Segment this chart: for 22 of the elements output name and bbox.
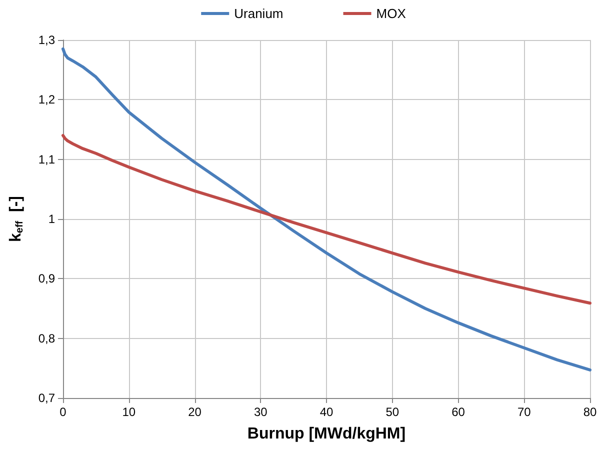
y-tick-label: 1: [48, 212, 56, 226]
y-tick-label: 0,8: [38, 331, 56, 346]
line-series: [62, 47, 592, 372]
x-axis-title: Burnup [MWd/kgHM]: [247, 426, 406, 442]
line-series: [62, 134, 592, 305]
legend-label: MOX: [376, 6, 406, 21]
x-tick-label: 10: [122, 405, 136, 419]
x-tick-label: 30: [254, 405, 268, 419]
y-tick-label: 0,7: [38, 391, 56, 405]
x-tick-label: 80: [583, 405, 597, 419]
x-tick-label: 60: [452, 405, 466, 419]
x-tick-label: 0: [60, 405, 67, 419]
y-axis-title: keff [-]: [8, 196, 26, 242]
x-tick-label: 20: [188, 405, 202, 419]
y-tick-label: 1,2: [38, 92, 56, 107]
legend-label: Uranium: [234, 6, 284, 21]
x-tick-label: 70: [517, 405, 532, 419]
x-tick-label: 50: [386, 405, 400, 419]
y-tick-label: 0,9: [38, 272, 56, 286]
y-tick-label: 1,1: [38, 152, 56, 166]
x-tick-label: 40: [320, 405, 334, 419]
y-tick-label: 1,3: [38, 33, 56, 47]
